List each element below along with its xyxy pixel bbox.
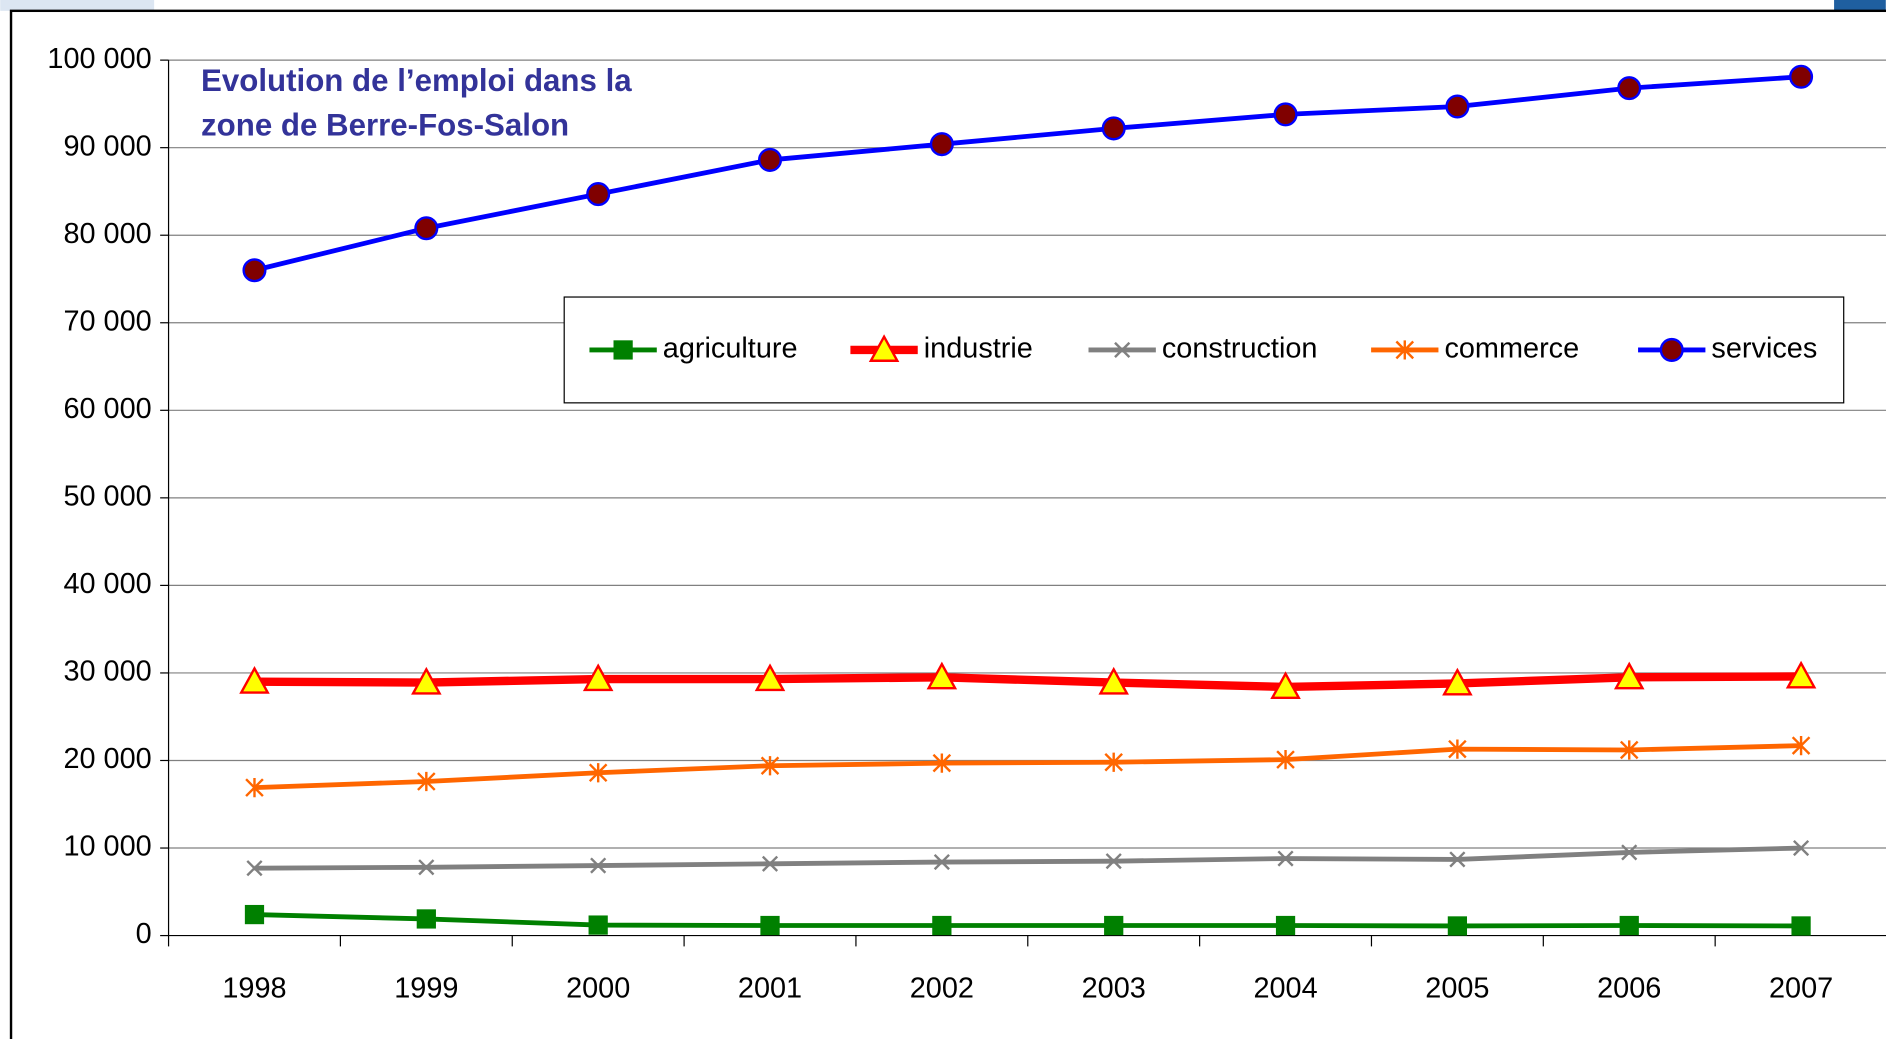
marker xyxy=(1105,853,1122,870)
marker xyxy=(760,756,780,776)
marker xyxy=(1277,850,1294,867)
marker xyxy=(1275,915,1296,936)
marker xyxy=(757,147,783,172)
marker xyxy=(244,904,265,925)
marker xyxy=(1791,735,1811,756)
chart-title: zone de Berre-Fos-Salon xyxy=(201,108,569,143)
corner-decoration xyxy=(0,0,155,11)
marker xyxy=(588,915,608,935)
grid: 0 10 000 20 000 30 000 40 000 50 000 60 000 70 … xyxy=(47,43,1886,1004)
series-line xyxy=(254,672,1802,692)
marker xyxy=(1448,739,1467,759)
marker xyxy=(1619,915,1639,936)
x-tick-label: 2005 xyxy=(1425,972,1489,1004)
marker xyxy=(932,753,952,773)
marker xyxy=(1793,839,1810,857)
marker xyxy=(590,857,607,874)
marker xyxy=(1101,116,1126,141)
marker xyxy=(1789,64,1814,89)
marker xyxy=(754,663,786,692)
marker xyxy=(582,663,614,692)
y-tick-label: 80 000 xyxy=(63,218,151,250)
marker xyxy=(416,909,436,929)
marker xyxy=(760,915,780,936)
chart-title: Evolution de l’emploi dans la xyxy=(201,63,632,98)
marker xyxy=(1442,667,1473,696)
x-tick-label: 2000 xyxy=(566,972,630,1004)
y-tick-label: 30 000 xyxy=(63,656,151,688)
marker xyxy=(926,661,958,690)
marker xyxy=(1395,340,1415,360)
marker xyxy=(1659,337,1684,362)
chart-frame xyxy=(9,9,1886,1039)
marker xyxy=(1617,76,1642,101)
y-tick-label: 90 000 xyxy=(63,130,151,162)
x-tick-label: 2006 xyxy=(1597,972,1661,1004)
x-tick-label: 2001 xyxy=(738,972,802,1004)
marker xyxy=(1621,844,1638,861)
marker xyxy=(868,334,900,362)
series-line xyxy=(254,912,1802,929)
marker xyxy=(586,182,611,207)
series-line xyxy=(253,74,1802,273)
marker xyxy=(418,859,435,876)
y-tick-label: 60 000 xyxy=(63,393,151,425)
y-tick-label: 50 000 xyxy=(63,480,151,512)
series-line xyxy=(254,743,1802,791)
marker xyxy=(588,763,608,783)
legend-box xyxy=(563,296,1845,404)
marker xyxy=(414,216,439,241)
x-tick-label: 2002 xyxy=(910,972,974,1004)
legend-label: services xyxy=(1711,333,1817,365)
marker xyxy=(1114,341,1131,359)
legend-label: industrie xyxy=(924,333,1033,365)
legend: agriculture industrie construction commerce… xyxy=(563,296,1845,404)
legend-label: commerce xyxy=(1444,333,1579,365)
marker xyxy=(1104,915,1124,936)
marker xyxy=(761,855,779,872)
marker xyxy=(242,258,267,283)
legend-label: agriculture xyxy=(663,333,798,365)
x-tick-label: 1999 xyxy=(394,972,458,1004)
marker xyxy=(1619,740,1639,760)
marker xyxy=(1270,671,1301,699)
x-tick-label: 2007 xyxy=(1769,972,1833,1004)
y-tick-label: 40 000 xyxy=(63,568,151,600)
marker xyxy=(1449,851,1466,868)
marker xyxy=(1273,102,1298,127)
marker xyxy=(1098,666,1129,695)
marker xyxy=(933,853,950,871)
marker xyxy=(239,665,270,694)
series-line xyxy=(254,845,1802,871)
plot xyxy=(239,64,1817,936)
marker xyxy=(417,771,436,792)
marker xyxy=(411,666,442,695)
marker xyxy=(932,915,952,936)
marker xyxy=(929,132,954,157)
marker xyxy=(1613,661,1645,690)
marker xyxy=(1445,94,1470,119)
x-tick-label: 2004 xyxy=(1253,972,1317,1004)
y-tick-label: 70 000 xyxy=(63,305,151,337)
y-tick-label: 0 xyxy=(136,918,152,950)
y-tick-label: 20 000 xyxy=(63,743,151,775)
marker xyxy=(245,778,264,798)
legend-label: construction xyxy=(1162,333,1318,365)
marker xyxy=(1791,916,1811,936)
marker xyxy=(613,340,633,360)
marker xyxy=(1276,749,1295,770)
x-tick-label: 1998 xyxy=(222,972,286,1004)
marker xyxy=(1785,660,1817,689)
marker xyxy=(1104,752,1123,772)
marker xyxy=(1447,916,1468,936)
marker xyxy=(246,860,263,877)
x-tick-label: 2003 xyxy=(1082,972,1146,1004)
y-tick-label: 10 000 xyxy=(63,831,151,863)
y-tick-label: 100 000 xyxy=(47,43,151,75)
